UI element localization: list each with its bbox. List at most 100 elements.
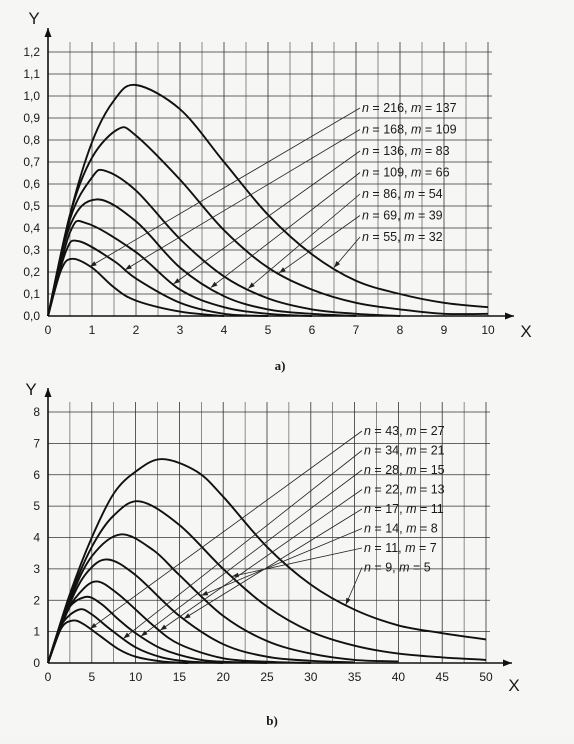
y-tick-label: 0,5 [23, 199, 40, 213]
leader-arrowhead [140, 630, 148, 637]
leader-arrowhead [232, 572, 239, 578]
series-line [47, 198, 357, 317]
leader-line [201, 528, 363, 596]
grid-lines [47, 402, 490, 664]
legend-label: n = 86, m = 54 [362, 187, 443, 201]
legend-label: n = 43, m = 27 [364, 424, 445, 438]
legend-label: n = 14, m = 8 [364, 522, 438, 536]
leader-line [345, 567, 363, 605]
x-tick-label: 9 [441, 323, 448, 337]
leader-arrowhead [125, 264, 132, 270]
leader-line [140, 469, 363, 637]
y-tick-label: 0,3 [23, 243, 40, 257]
legend-label: n = 34, m = 21 [364, 444, 445, 458]
y-axis-title: Y [28, 9, 39, 28]
legend-label: n = 22, m = 13 [364, 483, 445, 497]
series-line [47, 126, 489, 317]
leader-arrowhead [160, 624, 167, 631]
panel-label: b) [266, 713, 278, 728]
series-line [47, 239, 269, 317]
leader-arrowhead [123, 632, 130, 639]
y-tick-label: 4 [33, 531, 40, 545]
series-line [47, 219, 313, 317]
series-line [47, 608, 224, 664]
x-tick-label: 10 [481, 323, 495, 337]
leader-line [123, 450, 363, 639]
legend-label: n = 55, m = 32 [362, 230, 443, 244]
leader-arrowhead [210, 281, 218, 288]
y-tick-label: 0,8 [23, 133, 40, 147]
y-tick-label: 1,0 [23, 89, 40, 103]
legend-label: n = 11, m = 7 [364, 541, 437, 555]
y-axis-title: Y [25, 380, 36, 399]
x-tick-label: 7 [353, 323, 360, 337]
series-lines [47, 83, 489, 317]
y-tick-label: 0,2 [23, 265, 40, 279]
y-axis-arrowhead [44, 28, 52, 37]
x-axis-title: X [520, 322, 531, 341]
x-tick-label: 35 [348, 670, 362, 684]
legend-label: n = 28, m = 15 [364, 463, 445, 477]
leader-line [89, 430, 363, 630]
leader-line [89, 107, 361, 267]
x-tick-label: 2 [133, 323, 140, 337]
chart-panel-a: 0 1 2 3 4 5 6 7 8 9 10 0,0 0,1 0,2 0,3 0,4 0,5 0,6 0,7 0,8 0… [23, 9, 531, 373]
x-tick-label: 10 [129, 670, 143, 684]
y-tick-label: 7 [33, 436, 40, 450]
legend-label: n = 69, m = 39 [362, 209, 443, 223]
legend-label: n = 9, m = 5 [364, 561, 431, 575]
x-tick-label: 30 [304, 670, 318, 684]
x-tick-label: 0 [45, 670, 52, 684]
leader-arrowhead [201, 590, 209, 596]
y-tick-label: 0,0 [23, 309, 40, 323]
series-line [47, 533, 399, 664]
y-tick-label: 2 [33, 593, 40, 607]
series-line [47, 83, 489, 317]
legend-label: n = 216, m = 137 [362, 101, 457, 115]
series-legend: n = 43, m = 27 n = 34, m = 21 n = 28, m = … [89, 424, 445, 639]
x-tick-label: 45 [436, 670, 450, 684]
y-tick-label: 0,7 [23, 155, 40, 169]
y-tick-label: 1 [33, 625, 40, 639]
x-axis-arrowhead [503, 659, 512, 667]
x-axis-title: X [508, 676, 519, 695]
x-tick-label: 40 [392, 670, 406, 684]
series-line [47, 168, 401, 317]
leader-arrowhead [248, 282, 255, 289]
x-tick-label: 6 [309, 323, 316, 337]
x-tick-label: 5 [88, 670, 95, 684]
x-tick-label: 25 [260, 670, 274, 684]
x-tick-label: 8 [397, 323, 404, 337]
y-tick-label: 5 [33, 499, 40, 513]
leader-line [210, 172, 361, 288]
leader-line [124, 129, 361, 271]
series-line [47, 500, 487, 664]
y-tick-label: 0,4 [23, 221, 40, 235]
x-tick-label: 0 [45, 323, 52, 337]
series-line [47, 595, 268, 664]
leader-line [247, 193, 361, 289]
x-tick-label: 3 [177, 323, 184, 337]
series-line [47, 580, 311, 664]
leader-line [231, 547, 363, 577]
series-lines [47, 458, 487, 664]
y-tick-label: 0 [33, 656, 40, 670]
leader-arrowhead [345, 597, 351, 605]
y-axis-arrowhead [44, 388, 52, 397]
series-line [47, 257, 225, 317]
leader-arrowhead [90, 623, 97, 629]
leader-line [278, 215, 361, 274]
x-axis-arrowhead [505, 312, 514, 320]
x-tick-label: 1 [89, 323, 96, 337]
legend-label: n = 168, m = 109 [362, 123, 457, 137]
leader-arrowhead [173, 278, 181, 284]
leader-line [159, 489, 363, 631]
leader-line [183, 508, 363, 620]
legend-label: n = 17, m = 11 [364, 502, 444, 516]
leader-line [173, 150, 361, 285]
leader-arrowhead [334, 261, 341, 268]
leader-line [333, 236, 361, 268]
legend-label: n = 109, m = 66 [362, 166, 450, 180]
